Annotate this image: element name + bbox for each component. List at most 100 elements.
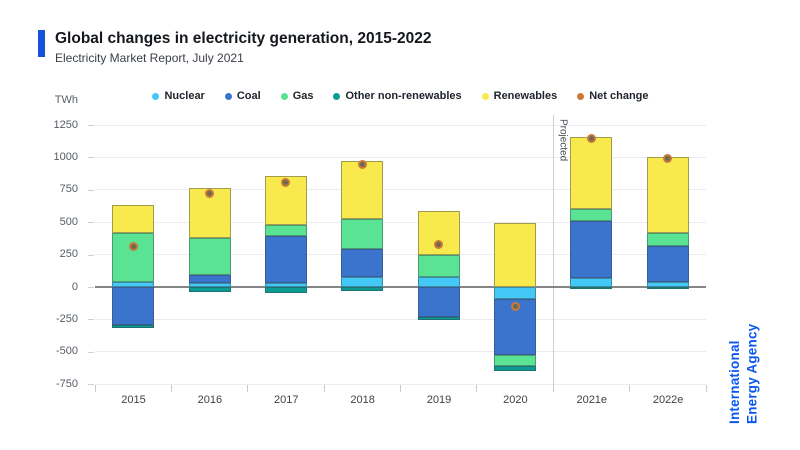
y-axis-label: -750 [55,377,78,390]
legend-label: Nuclear [164,90,205,102]
bar-segment-nuclear-2018 [341,277,384,287]
plot-area: Projected 2015 2016 2017 2018 2019 2020 2021e 2… [94,115,707,406]
other-non-renewables-legend-dot [333,92,341,100]
bar-segment-gas-2019 [417,255,460,277]
legend: Nuclear Coal Gas Other non-renewables Renewa… [95,90,706,102]
bar-segment-coal-2016 [188,274,231,284]
gridline [95,383,706,385]
y-axis-label: 250 [59,248,78,261]
x-axis-tick [323,385,325,392]
x-axis-label-2017: 2017 [274,394,299,406]
zero-line [95,286,706,288]
y-axis-tick [88,319,94,321]
legend-item-other-non-renewables: Other non-renewables [333,90,462,102]
bar-segment-nuclear-2022e [646,281,689,287]
gridline [95,124,706,126]
logo-line-1: International [727,340,742,424]
bar-segment-renewables-2018 [341,160,384,219]
x-axis-tick [94,385,96,392]
gridline [95,156,706,158]
y-axis-tick [88,222,94,224]
legend-item-net-change: Net change [577,90,649,102]
y-axis-tick [88,125,94,126]
bar-segment-other-non-renewables-2022e [646,287,689,289]
legend-item-coal: Coal [224,90,261,102]
bar-segment-other-non-renewables-2018 [341,287,384,291]
legend-label: Other non-renewables [345,90,462,102]
gas-legend-dot [280,92,288,100]
legend-label: Coal [236,90,261,102]
y-axis-label: -250 [55,312,78,325]
x-axis-tick [247,385,249,392]
bar-segment-gas-2020 [494,355,537,367]
x-axis-label-2015: 2015 [121,394,146,406]
x-axis-tick [705,385,707,392]
net-change-marker-2022e [663,153,673,163]
bar-segment-renewables-2017 [264,176,307,225]
x-axis-label-2021e: 2021e [576,394,608,406]
bar-segment-nuclear-2015 [112,281,155,287]
x-axis-label-2022e: 2022e [652,394,684,406]
bar-segment-gas-2022e [646,233,689,247]
gridline [95,189,706,191]
legend-item-renewables: Renewables [481,90,558,102]
projected-divider [553,115,555,385]
y-axis-tick [88,384,94,386]
bar-segment-nuclear-2020 [494,287,537,299]
y-axis-tick [88,254,94,256]
bar-segment-other-non-renewables-2020 [494,366,537,372]
net-change-marker-2017 [281,177,291,187]
net-change-marker-2020 [510,301,520,311]
y-axis-label: 0 [71,280,78,293]
bar-segment-renewables-2022e [646,156,689,234]
net-change-marker-2018 [357,160,367,170]
iea-logo: International Energy Agency [726,292,761,424]
bar-segment-other-non-renewables-2017 [264,287,307,293]
bar-segment-coal-2021e [570,220,613,278]
x-axis-label-2020: 2020 [503,394,528,406]
bar-segment-coal-2015 [112,287,155,325]
legend-item-gas: Gas [280,90,313,102]
legend-label: Renewables [493,90,558,102]
logo-line-2: Energy Agency [744,323,760,424]
net-change-marker-2015 [128,241,138,251]
y-axis-tick [88,351,94,353]
legend-item-nuclear: Nuclear [152,90,205,102]
y-axis-tick [88,287,94,288]
gridline [95,221,706,223]
y-axis-label: 1250 [53,118,78,131]
legend-label: Net change [589,90,649,102]
bar-segment-nuclear-2021e [570,277,613,287]
bar-segment-coal-2017 [264,235,307,284]
bar-segment-gas-2015 [112,233,155,282]
bar-segment-other-non-renewables-2019 [417,317,460,321]
net-change-marker-2019 [434,239,444,249]
x-axis-tick [170,385,172,392]
page-subtitle: Electricity Market Report, July 2021 [55,51,244,65]
bar-segment-renewables-2015 [112,205,155,234]
x-axis-tick [400,385,401,392]
bar-segment-gas-2018 [341,218,384,250]
renewables-legend-dot [481,92,489,100]
nuclear-legend-dot [152,92,160,100]
y-axis-label: 500 [59,215,78,228]
bar-segment-gas-2016 [188,237,231,275]
y-axis-tick [88,157,94,159]
bar-segment-gas-2017 [264,224,307,236]
x-axis-label-2019: 2019 [426,394,452,406]
gridline [95,254,706,256]
gridline [95,318,706,320]
page-title: Global changes in electricity generation… [55,30,432,47]
y-axis-label: -500 [55,345,78,358]
bar-segment-other-non-renewables-2016 [188,287,231,293]
net-change-marker-2021e [586,134,596,144]
bar-segment-gas-2021e [570,209,613,221]
bar-segment-nuclear-2017 [264,283,307,287]
gridline [95,351,706,353]
y-axis-unit-label: TWh [54,94,78,106]
y-axis-label: 750 [59,183,78,196]
net-change-marker-2016 [205,188,215,198]
x-axis-tick [552,385,554,392]
bar-segment-coal-2019 [417,287,460,318]
